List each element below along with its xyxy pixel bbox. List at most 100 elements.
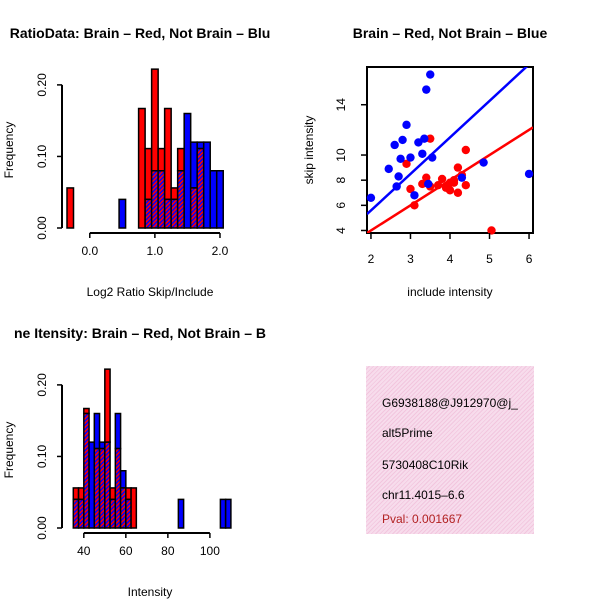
intensity-scatter-points: [366, 70, 534, 235]
intensity-bar-brain: [83, 407, 90, 415]
scatter-y-tick-label: 4: [334, 227, 348, 234]
ratio-bar-brain: [157, 147, 166, 172]
ratio-histogram: RatioData: Brain – Red, Not Brain – Blu …: [2, 25, 270, 299]
ratio-bar-overlap: [157, 170, 166, 229]
intensity-bar-brain: [109, 487, 117, 501]
intensity-histogram-axes: 40 60 80 100 0.00 0.10 0.20: [35, 373, 220, 558]
scatter-point-not-brain: [398, 135, 407, 145]
ratio-y-tick-label: 0.20: [35, 73, 49, 97]
ratio-bar-overlap: [196, 147, 205, 229]
event-type: alt5Prime: [382, 426, 433, 440]
intensity-bar-overlap: [109, 498, 117, 529]
scatter-y-tick-label: 8: [334, 177, 348, 184]
ratio-y-tick-label: 0.10: [35, 144, 49, 168]
scatter-point-brain: [437, 174, 447, 184]
scatter-point-not-brain: [426, 70, 435, 79]
intensity-bar-not-brain: [98, 441, 106, 450]
intensity-scatter-axes: 2 3 4 5 6 4 6 8 10 14: [334, 98, 533, 266]
scatter-point-not-brain: [392, 182, 401, 191]
scatter-point-not-brain: [420, 134, 429, 143]
ratio-bar-overlap: [170, 198, 179, 229]
intensity-scatter: Brain – Red, Not Brain – Blue 2 3 4 5 6 4 6 8 10…: [302, 25, 547, 299]
scatter-point-brain: [433, 181, 443, 190]
ratio-x-tick-label: 1.0: [147, 244, 164, 258]
scatter-y-tick-label: 10: [334, 148, 348, 162]
ratio-bar-not-brain: [183, 112, 192, 229]
scatter-point-not-brain: [384, 164, 393, 174]
intensity-y-tick-label: 0.10: [35, 444, 49, 468]
ratio-histogram-xlabel: Log2 Ratio Skip/Include: [87, 285, 214, 299]
ratio-bar-not-brain: [215, 170, 224, 229]
ratio-bar-brain: [137, 107, 146, 229]
ratio-bar-overlap: [176, 170, 185, 229]
intensity-bar-not-brain: [114, 412, 122, 450]
scatter-point-not-brain: [406, 153, 415, 162]
scatter-x-tick-label: 2: [368, 252, 375, 266]
scatter-y-tick-label: 14: [334, 98, 348, 112]
scatter-x-tick-label: 5: [486, 252, 493, 266]
ratio-x-tick-label: 0.0: [81, 244, 98, 258]
intensity-bar-brain: [77, 487, 85, 501]
scatter-point-brain: [461, 181, 471, 190]
intensity-bar-not-brain: [177, 498, 185, 529]
ratio-bar-not-brain: [189, 141, 198, 189]
ratio-bar-brain: [150, 68, 159, 172]
scatter-point-brain: [445, 186, 455, 195]
scatter-point-brain: [461, 145, 471, 155]
intensity-histogram: ne Itensity: Brain – Red, Not Brain – B …: [2, 325, 266, 599]
ratio-bar-not-brain: [118, 198, 127, 229]
intensity-bar-overlap: [98, 447, 106, 529]
scatter-point-brain: [410, 201, 419, 210]
ratio-histogram-title: RatioData: Brain – Red, Not Brain – Blu: [10, 25, 271, 41]
scatter-point-brain: [453, 163, 463, 172]
ratio-bar-not-brain: [209, 170, 218, 229]
ratio-bar-brain: [144, 147, 153, 201]
scatter-point-not-brain: [418, 149, 427, 158]
event-id: G6938188@J912970@j_: [382, 396, 518, 410]
ratio-bar-brain: [66, 187, 75, 229]
ratio-y-tick-label: 0.00: [35, 216, 49, 240]
scatter-point-not-brain: [394, 172, 403, 181]
scatter-point-not-brain: [396, 154, 405, 164]
intensity-bar-not-brain: [93, 412, 101, 450]
intensity-bar-overlap: [125, 498, 132, 529]
scatter-y-tick-label: 6: [334, 202, 348, 209]
scatter-point-brain: [406, 184, 415, 194]
scatter-point-brain: [449, 175, 459, 185]
scatter-point-not-brain: [424, 179, 433, 189]
intensity-histogram-title: ne Itensity: Brain – Red, Not Brain – B: [14, 325, 266, 341]
scatter-x-tick-label: 6: [526, 252, 533, 266]
intensity-y-tick-label: 0.00: [35, 516, 49, 540]
scatter-point-not-brain: [422, 85, 431, 94]
scatter-point-brain: [402, 159, 411, 169]
ratio-histogram-axes: 0.0 1.0 2.0 0.00 0.10 0.20: [35, 73, 229, 258]
intensity-bar-brain: [130, 487, 138, 529]
intensity-bar-overlap: [93, 447, 101, 529]
gene-name: 5730408C10Rik: [382, 458, 469, 472]
intensity-bar-brain: [72, 487, 80, 501]
intensity-bar-brain: [104, 368, 111, 443]
ratio-bar-brain: [170, 187, 179, 201]
event-info-panel: G6938188@J912970@j_ alt5Prime 5730408C10…: [366, 366, 534, 534]
intensity-histogram-xlabel: Intensity: [128, 585, 173, 599]
genomic-location: chr11.4015–6.6: [382, 488, 465, 502]
scatter-x-tick-label: 4: [447, 252, 454, 266]
scatter-point-not-brain: [366, 193, 376, 202]
intensity-x-tick-label: 60: [119, 544, 133, 558]
intensity-x-tick-label: 40: [77, 544, 91, 558]
intensity-scatter-xlabel: include intensity: [407, 285, 492, 299]
ratio-bar-brain: [176, 147, 185, 172]
intensity-bar-not-brain: [219, 498, 227, 529]
intensity-x-tick-label: 100: [200, 544, 220, 558]
intensity-bar-not-brain: [224, 498, 232, 529]
intensity-y-tick-label: 0.20: [35, 373, 49, 397]
scatter-point-not-brain: [457, 173, 467, 182]
scatter-point-not-brain: [428, 153, 437, 162]
intensity-scatter-title: Brain – Red, Not Brain – Blue: [353, 25, 548, 41]
intensity-histogram-bars: [72, 368, 232, 529]
intensity-bar-overlap: [77, 498, 85, 529]
intensity-bar-not-brain: [119, 470, 127, 489]
scatter-point-brain: [487, 226, 496, 235]
ratio-bar-overlap: [163, 198, 172, 229]
